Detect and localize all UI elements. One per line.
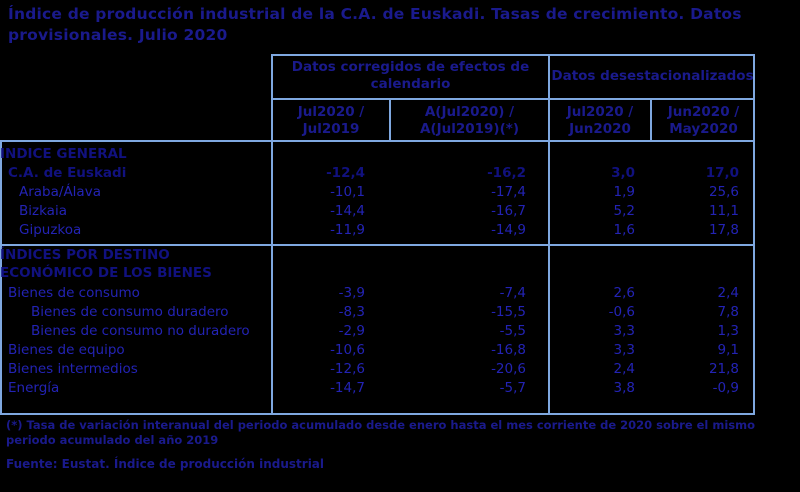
row-value-4: -0,9 [712,379,739,396]
row-value-4: 2,4 [717,284,739,301]
row-label: Energía [8,379,60,396]
column-header-jul2020-jun2020: Jul2020 / Jun2020 [566,104,634,137]
section-heading-row: INDICE GENERAL [0,144,756,163]
grid-line-top [273,54,755,56]
table-row: Energía -14,7 -5,7 3,8 -0,9 [0,378,756,397]
table-row: Bienes de equipo -10,6 -16,8 3,3 9,1 [0,340,756,359]
table-row: Araba/Álava -10,1 -17,4 1,9 25,6 [0,182,756,201]
row-value-3: -0,6 [608,303,635,320]
grid-line-bottom [0,413,755,415]
row-value-3: 3,8 [613,379,635,396]
grid-line-left-edge [0,140,2,415]
row-value-2: -16,8 [491,341,526,358]
row-value-2: -7,4 [499,284,526,301]
row-value-4: 11,1 [708,202,739,219]
table-row: Bienes intermedios -12,6 -20,6 2,4 21,8 [0,359,756,378]
row-label: Gipuzkoa [19,221,82,238]
table-row: Bienes de consumo duradero -8,3 -15,5 -0… [0,302,756,321]
row-value-3: 1,6 [613,221,635,238]
row-value-1: -12,4 [326,164,365,181]
section-heading-row: ÍNDICES POR DESTINO ECONÓMICO DE LOS BIE… [0,245,756,283]
row-value-1: -14,4 [330,202,365,219]
row-value-1: -3,9 [338,284,365,301]
footnote-asterisk: (*) Tasa de variación interanual del per… [6,418,756,447]
grid-line-subcol-3 [650,98,652,142]
table-row: Bizkaia -14,4 -16,7 5,2 11,1 [0,201,756,220]
row-value-4: 17,0 [705,164,739,181]
row-value-3: 2,6 [613,284,635,301]
row-value-1: -12,6 [330,360,365,377]
row-value-2: -5,5 [499,322,526,339]
column-header-acc-jul2020: A(Jul2020) / A(Jul2019)(*) [419,104,520,137]
data-table: Datos corregidos de efectos de calendari… [0,54,756,415]
row-value-3: 1,9 [613,183,635,200]
row-value-4: 9,1 [717,341,739,358]
row-label: Bienes de consumo duradero [31,303,229,320]
row-value-4: 7,8 [717,303,739,320]
row-value-1: -10,6 [330,341,365,358]
row-value-1: -11,9 [330,221,365,238]
page-title: Índice de producción industrial de la C.… [8,5,742,44]
row-label: Bienes de consumo [8,284,140,301]
section-heading-indice-general: INDICE GENERAL [0,145,127,162]
row-value-2: -20,6 [491,360,526,377]
grid-line-group-sep [273,98,755,100]
row-value-2: -17,4 [491,183,526,200]
footnote-source: Fuente: Eustat. Índice de producción ind… [6,457,325,471]
table-row: Gipuzkoa -11,9 -14,9 1,6 17,8 [0,220,756,239]
section-heading-indices-destino: ÍNDICES POR DESTINO ECONÓMICO DE LOS BIE… [0,247,212,281]
table-row: Bienes de consumo no duradero -2,9 -5,5 … [0,321,756,340]
grid-line-section-sep [0,244,755,246]
row-value-1: -14,7 [330,379,365,396]
table-row: C.A. de Euskadi -12,4 -16,2 3,0 17,0 [0,163,756,182]
column-group-header-seasonal: Datos desestacionalizados [551,67,754,84]
grid-line-subcol-1 [389,98,391,142]
row-label: Bizkaia [19,202,67,219]
grid-line-group-div [548,54,550,415]
row-value-3: 3,3 [613,341,635,358]
row-value-3: 3,0 [611,164,635,181]
row-value-2: -16,2 [487,164,526,181]
row-value-4: 1,3 [717,322,739,339]
table-row: Bienes de consumo -3,9 -7,4 2,6 2,4 [0,283,756,302]
row-label: Bienes de equipo [8,341,125,358]
row-label: Araba/Álava [19,183,101,200]
row-value-4: 17,8 [708,221,739,238]
row-value-1: -10,1 [330,183,365,200]
row-value-3: 2,4 [613,360,635,377]
row-value-2: -16,7 [491,202,526,219]
grid-line-right-edge [753,54,755,415]
column-header-jul2020-jul2019: Jul2020 / Jul2019 [297,104,365,137]
row-value-4: 25,6 [708,183,739,200]
row-label: Bienes intermedios [8,360,138,377]
row-value-2: -5,7 [499,379,526,396]
grid-line-label-col [271,54,273,415]
row-value-3: 5,2 [613,202,635,219]
column-header-jun2020-may2020: Jun2020 / May2020 [667,104,740,137]
row-label: C.A. de Euskadi [8,164,127,181]
row-value-2: -14,9 [491,221,526,238]
row-value-4: 21,8 [708,360,739,377]
row-value-3: 3,3 [613,322,635,339]
table-body: INDICE GENERAL C.A. de Euskadi -12,4 -16… [0,144,756,397]
row-value-1: -2,9 [338,322,365,339]
column-group-header-calendar: Datos corregidos de efectos de calendari… [291,59,530,92]
row-value-2: -15,5 [491,303,526,320]
grid-line-header-bottom [0,140,755,142]
row-value-1: -8,3 [338,303,365,320]
row-label: Bienes de consumo no duradero [31,322,250,339]
